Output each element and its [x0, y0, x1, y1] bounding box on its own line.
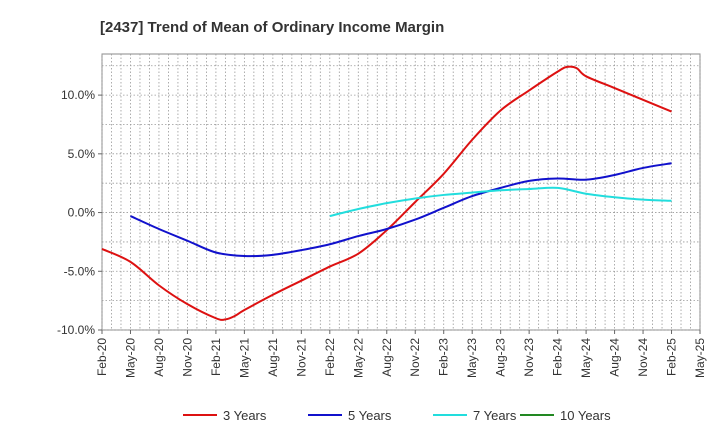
x-tick-label: May-23: [465, 338, 479, 378]
x-tick-label: Aug-22: [380, 338, 394, 377]
x-tick-label: May-22: [351, 338, 365, 378]
grid-lines: [101, 54, 701, 331]
x-tick-label: Feb-22: [323, 338, 337, 376]
y-tick-label: 5.0%: [68, 147, 96, 161]
x-tick-label: Feb-25: [665, 338, 679, 376]
legend-label-3: 7 Years: [473, 408, 517, 423]
plot-frame: [101, 53, 701, 331]
series-line-2: [130, 162, 672, 258]
plot-area: [101, 53, 701, 331]
x-axis: Feb-20 May-20 Aug-20 Nov-20 Feb-21 May-21 Aug-…: [95, 330, 707, 378]
chart-title: [2437] Trend of Mean of Ordinary Income …: [100, 19, 444, 36]
x-tick-label: May-25: [693, 338, 707, 378]
series-line-3: [329, 186, 672, 218]
x-tick-label: Nov-23: [522, 338, 536, 377]
x-tick-label: Nov-21: [294, 338, 308, 377]
x-tick-label: Aug-24: [608, 338, 622, 377]
y-tick-label: -10.0%: [57, 323, 95, 337]
x-tick-label: May-21: [237, 338, 251, 378]
y-tick-label: -5.0%: [64, 264, 96, 278]
legend-label-4: 10 Years: [560, 408, 611, 423]
x-tick-label: Feb-24: [551, 338, 565, 376]
y-axis: 10.0% 5.0% 0.0% -5.0% -10.0%: [57, 88, 102, 337]
x-tick-label: Aug-23: [494, 338, 508, 377]
y-tick-label: 10.0%: [61, 88, 95, 102]
x-tick-label: May-24: [579, 338, 593, 378]
x-tick-label: Feb-20: [95, 338, 109, 376]
legend-label-2: 5 Years: [348, 408, 392, 423]
series-line-1: [101, 65, 672, 321]
x-tick-label: Nov-20: [180, 338, 194, 377]
x-tick-label: Aug-20: [152, 338, 166, 377]
x-tick-label: Nov-24: [636, 338, 650, 377]
x-tick-label: Feb-21: [209, 338, 223, 376]
x-tick-label: Feb-23: [437, 338, 451, 376]
x-tick-label: Nov-22: [408, 338, 422, 377]
series-layer: [101, 65, 672, 321]
x-tick-label: Aug-21: [266, 338, 280, 377]
legend: 3 Years 5 Years 7 Years 10 Years: [183, 408, 611, 423]
x-tick-label: May-20: [123, 338, 137, 378]
legend-label-1: 3 Years: [223, 408, 267, 423]
y-tick-label: 0.0%: [68, 206, 96, 220]
